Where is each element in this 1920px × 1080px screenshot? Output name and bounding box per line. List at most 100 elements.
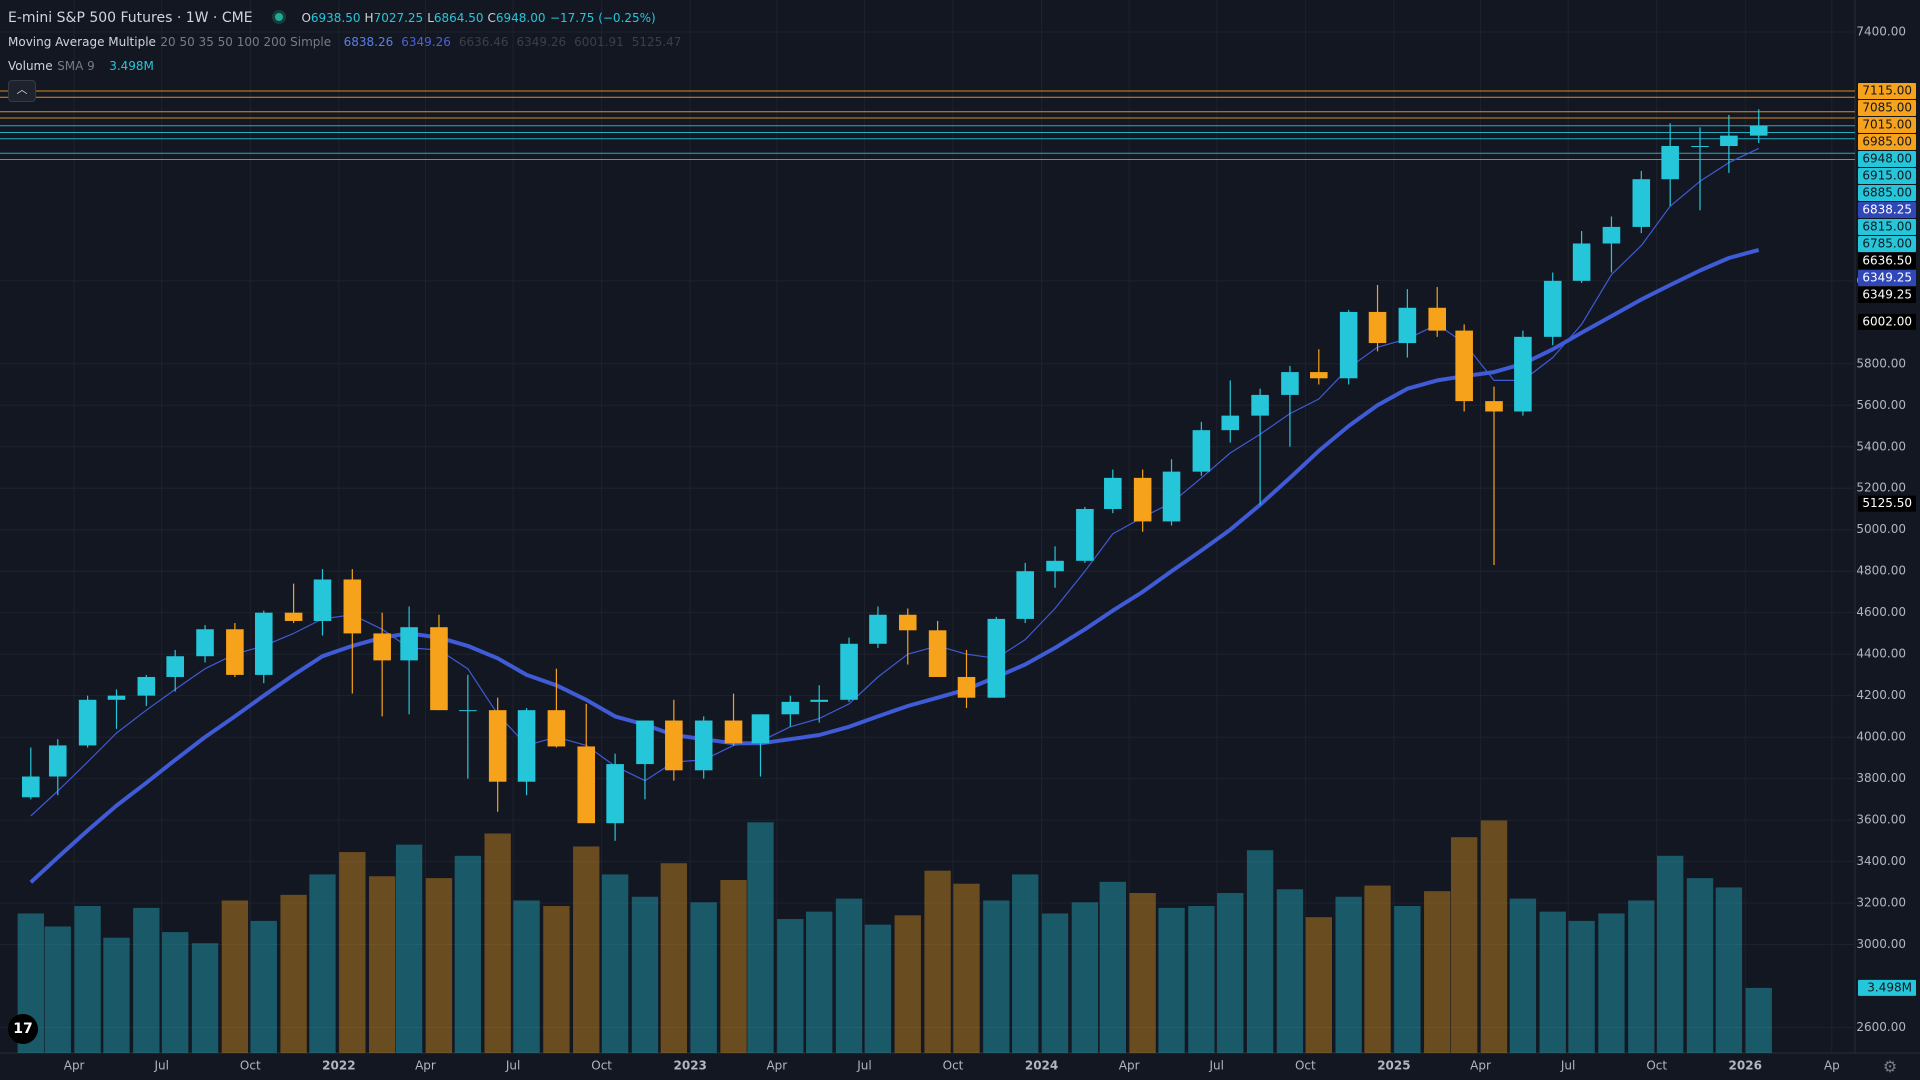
price-label: 6885.00 bbox=[1862, 186, 1912, 200]
volume-bar bbox=[1099, 881, 1126, 1053]
volume-bar bbox=[1071, 902, 1099, 1053]
x-tick-label: Oct bbox=[240, 1059, 261, 1073]
x-tick-label: Apr bbox=[766, 1059, 787, 1073]
candle-body bbox=[226, 629, 244, 675]
candle-body bbox=[1192, 430, 1211, 472]
candle-body bbox=[957, 676, 976, 698]
candle-body bbox=[1572, 243, 1591, 281]
candle-body bbox=[1133, 477, 1152, 522]
volume-bar bbox=[835, 898, 863, 1053]
ma-name: Moving Average Multiple bbox=[8, 35, 156, 49]
candle-body bbox=[343, 579, 362, 634]
candle-body bbox=[547, 710, 566, 747]
volume-params: SMA 9 bbox=[57, 59, 95, 73]
collapse-button[interactable]: ︿ bbox=[8, 80, 36, 102]
price-label: 5125.50 bbox=[1862, 496, 1912, 510]
volume-bar bbox=[221, 900, 249, 1053]
x-tick-label: Jul bbox=[856, 1059, 871, 1073]
x-tick-label: 2025 bbox=[1377, 1059, 1410, 1073]
price-label: 6636.50 bbox=[1862, 254, 1912, 268]
y-tick-label: 3600.00 bbox=[1856, 813, 1906, 827]
legend-row: E-mini S&P 500 Futures · 1W · CME O6938.… bbox=[8, 6, 681, 30]
legend-row: Moving Average Multiple 20 50 35 50 100 … bbox=[8, 30, 681, 54]
price-label-bg bbox=[1858, 83, 1916, 100]
volume-bar bbox=[1715, 887, 1743, 1053]
candle-body bbox=[1310, 372, 1328, 379]
ma-params: 20 50 35 50 100 200 Simple bbox=[160, 35, 332, 49]
volume-bar bbox=[1394, 906, 1421, 1053]
y-tick-label: 7400.00 bbox=[1856, 24, 1906, 38]
candle-body bbox=[636, 720, 654, 765]
volume-bar bbox=[1305, 917, 1332, 1053]
volume-bar bbox=[339, 852, 366, 1053]
x-tick-label: Apr bbox=[1119, 1059, 1140, 1073]
ma-value: 6349.26 bbox=[516, 35, 567, 49]
volume-bar bbox=[631, 896, 659, 1053]
volume-bar bbox=[777, 919, 804, 1053]
candle-body bbox=[400, 627, 418, 661]
ohlc-value: 6864.50 bbox=[433, 11, 484, 25]
candle-body bbox=[751, 714, 770, 744]
volume-bar bbox=[1424, 891, 1451, 1053]
candle-body bbox=[196, 629, 214, 657]
y-tick-label: 2600.00 bbox=[1856, 1020, 1906, 1034]
volume-bar bbox=[1745, 987, 1772, 1053]
candle-body bbox=[459, 710, 477, 712]
x-tick-label: Oct bbox=[1295, 1059, 1316, 1073]
volume-bar bbox=[720, 879, 747, 1053]
settings-button[interactable]: ⚙ bbox=[1882, 1057, 1898, 1076]
volume-bar bbox=[1480, 820, 1508, 1053]
candle-body bbox=[606, 764, 624, 824]
volume-bar bbox=[1598, 913, 1625, 1053]
y-tick-label: 5800.00 bbox=[1856, 356, 1906, 370]
price-label: 6985.00 bbox=[1862, 135, 1912, 149]
legend: E-mini S&P 500 Futures · 1W · CME O6938.… bbox=[8, 6, 681, 102]
candle-body bbox=[137, 676, 156, 696]
candle-body bbox=[48, 745, 67, 777]
candle-body bbox=[1428, 307, 1447, 331]
y-tick-label: 4000.00 bbox=[1856, 730, 1906, 744]
volume-bar bbox=[1041, 913, 1069, 1053]
candle-body bbox=[1455, 330, 1473, 402]
candle-body bbox=[665, 720, 683, 771]
price-label: 7115.00 bbox=[1862, 84, 1912, 98]
volume-bar bbox=[1217, 893, 1244, 1053]
price-label-bg bbox=[1858, 202, 1916, 219]
price-label: 6838.25 bbox=[1862, 203, 1912, 217]
status-dot bbox=[275, 13, 283, 21]
volume-bar bbox=[1335, 896, 1362, 1053]
candle-body bbox=[488, 710, 507, 782]
volume-bar bbox=[250, 920, 277, 1053]
volume-bar bbox=[864, 924, 892, 1053]
candle-body bbox=[810, 699, 828, 702]
volume-bar bbox=[543, 906, 570, 1053]
candle-body bbox=[1749, 125, 1768, 136]
price-label: 7015.00 bbox=[1862, 118, 1912, 132]
candle-body bbox=[1368, 311, 1387, 344]
volume-bar bbox=[162, 932, 189, 1053]
ma-values: 6838.26 6349.26 6636.46 6349.26 6001.91 5125.… bbox=[336, 34, 682, 50]
ma-value: 6636.46 bbox=[458, 35, 509, 49]
y-tick-label: 3800.00 bbox=[1856, 771, 1906, 785]
volume-bar bbox=[1129, 893, 1156, 1053]
volume-bar bbox=[894, 915, 921, 1053]
price-label: 6349.25 bbox=[1862, 271, 1912, 285]
y-tick-label: 3400.00 bbox=[1856, 854, 1906, 868]
price-label: 7085.00 bbox=[1862, 101, 1912, 115]
candle-body bbox=[928, 630, 947, 677]
volume-bar bbox=[191, 943, 219, 1053]
price-label-bg bbox=[1858, 236, 1916, 253]
x-tick-label: Oct bbox=[591, 1059, 612, 1073]
level-lines bbox=[0, 90, 1855, 160]
candle-body bbox=[78, 699, 97, 746]
volume-bar bbox=[368, 876, 396, 1053]
symbol-title: E-mini S&P 500 Futures · 1W · CME bbox=[8, 10, 253, 26]
candle-body bbox=[1720, 135, 1738, 147]
ohlc-value: 6938.50 bbox=[310, 11, 361, 25]
x-tick-label: Oct bbox=[943, 1059, 964, 1073]
candle-body bbox=[1076, 508, 1094, 561]
price-label: 6002.00 bbox=[1862, 314, 1912, 328]
ohlc-key: H bbox=[364, 11, 374, 25]
volume-bar bbox=[1568, 920, 1595, 1053]
